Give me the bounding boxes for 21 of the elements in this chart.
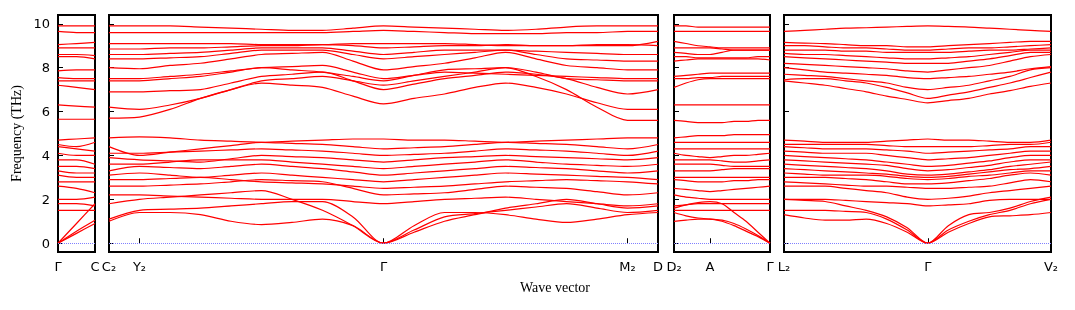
x-tick-label: V₂ <box>1043 259 1059 274</box>
x-tick-label: D₂ <box>666 259 682 274</box>
y-tick-label: 8 <box>41 60 50 76</box>
y-tick-label: 10 <box>33 16 50 32</box>
y-axis-title: Frequency (THz) <box>8 84 25 182</box>
x-axis-title: Wave vector <box>520 279 591 295</box>
x-tick-label: D <box>652 259 664 274</box>
x-tick-label: A <box>705 259 715 274</box>
x-tick-label: L₂ <box>777 259 791 274</box>
y-tick-label: 4 <box>41 147 50 163</box>
x-tick-label: Γ <box>766 259 775 274</box>
x-tick-label: Y₂ <box>131 259 147 274</box>
x-tick-label: C <box>90 259 100 274</box>
y-tick-label: 2 <box>41 191 50 207</box>
x-tick-label: C₂ <box>101 259 117 274</box>
x-tick-label: Γ <box>379 259 388 274</box>
x-tick-label: M₂ <box>619 259 636 274</box>
y-tick-label: 0 <box>41 235 50 251</box>
y-tick-label: 6 <box>41 104 50 120</box>
x-tick-label: Γ <box>54 259 63 274</box>
x-tick-label: Γ <box>924 259 933 274</box>
